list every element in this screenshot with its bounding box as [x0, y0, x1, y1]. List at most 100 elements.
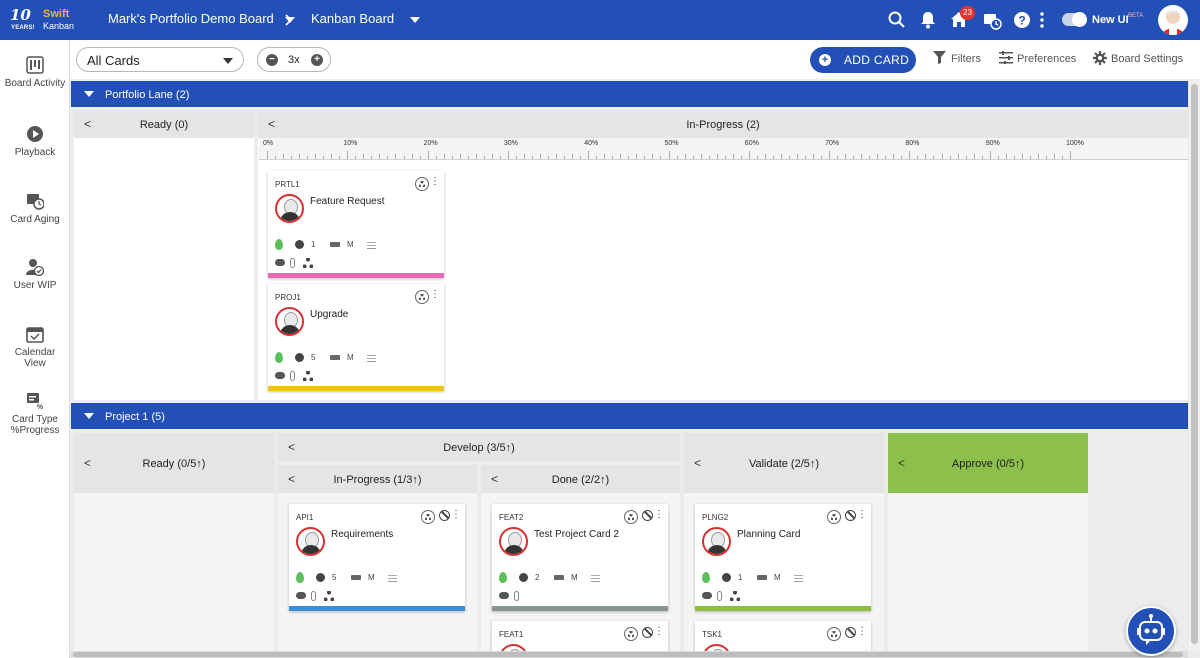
add-card-button[interactable]: + ADD CARD	[810, 47, 916, 73]
hierarchy-icon[interactable]	[624, 627, 638, 641]
column-header-develop[interactable]: < Develop (3/5↑)	[278, 433, 680, 461]
column-header-p1-ready[interactable]: < Ready (0/5↑)	[74, 433, 274, 493]
hierarchy-small-icon[interactable]	[303, 258, 313, 268]
attachment-icon[interactable]	[290, 258, 295, 268]
search-icon[interactable]	[887, 10, 907, 30]
lane-header-project1[interactable]: Project 1 (5)	[71, 403, 1188, 429]
card-assignee-avatar[interactable]	[702, 644, 731, 651]
kanban-card[interactable]: FEAT2 ⋮ Test Project Card 2 2 M	[492, 504, 668, 611]
kanban-card[interactable]: PRTL1 ⋮ Feature Request 1 M	[268, 171, 444, 278]
kanban-card[interactable]: FEAT1 ⋮	[492, 621, 668, 651]
hierarchy-small-icon[interactable]	[324, 591, 334, 601]
ruler-tick	[636, 154, 638, 159]
hierarchy-icon[interactable]	[827, 510, 841, 524]
comment-icon[interactable]	[499, 592, 509, 599]
bell-icon[interactable]	[918, 10, 938, 30]
hierarchy-icon[interactable]	[415, 177, 429, 191]
block-icon[interactable]	[845, 510, 856, 521]
sidebar-item-calendar-view[interactable]: Calendar View	[0, 325, 70, 369]
hierarchy-small-icon[interactable]	[730, 591, 740, 601]
user-avatar[interactable]	[1158, 5, 1188, 35]
comment-icon[interactable]	[296, 592, 306, 599]
view-selector[interactable]: Kanban Board	[311, 11, 420, 26]
zoom-control: − 3x +	[257, 47, 331, 72]
ruler-tick	[347, 151, 349, 159]
attachment-icon[interactable]	[290, 371, 295, 381]
card-assignee-avatar[interactable]	[296, 527, 325, 556]
column-header-p1-validate[interactable]: < Validate (2/5↑)	[684, 433, 884, 493]
kanban-card[interactable]: PLNG2 ⋮ Planning Card 1 M	[695, 504, 871, 611]
ruler-tick	[885, 156, 887, 159]
attachment-icon[interactable]	[717, 591, 722, 601]
lane-header-portfolio[interactable]: Portfolio Lane (2)	[71, 81, 1188, 107]
sidebar-item-board-activity[interactable]: Board Activity	[0, 56, 70, 89]
kanban-card[interactable]: API1 ⋮ Requirements 5 M	[289, 504, 465, 611]
scrollbar-thumb[interactable]	[1191, 84, 1198, 644]
help-icon[interactable]: ?	[1012, 10, 1032, 30]
sidebar-item-user-wip[interactable]: User WIP	[0, 258, 70, 291]
block-icon[interactable]	[845, 627, 856, 638]
clock-icon	[519, 573, 528, 582]
comment-icon[interactable]	[275, 372, 285, 379]
vertical-scrollbar[interactable]	[1189, 80, 1200, 651]
column-header-p1-done[interactable]: < Done (2/2↑)	[481, 465, 680, 493]
card-assignee-avatar[interactable]	[275, 307, 304, 336]
swift-kanban-logo[interactable]: 10 YEARS! Swift Kanban	[10, 6, 76, 34]
ruler-tick	[869, 156, 871, 159]
card-type-bar	[268, 273, 444, 278]
card-assignee-avatar[interactable]	[499, 527, 528, 556]
sidebar-item-playback[interactable]: Playback	[0, 125, 70, 158]
zoom-in-button[interactable]: +	[311, 54, 323, 66]
scrollbar-thumb[interactable]	[73, 652, 1183, 657]
attachment-icon[interactable]	[514, 591, 519, 601]
ruler-tick	[1021, 154, 1023, 159]
hierarchy-icon[interactable]	[624, 510, 638, 524]
comment-icon[interactable]	[275, 259, 285, 266]
sidebar-item-card-aging[interactable]: Card Aging	[0, 192, 70, 225]
block-icon[interactable]	[439, 510, 450, 521]
column-header-p1-in-progress[interactable]: < In-Progress (1/3↑)	[278, 465, 477, 493]
card-filter-select[interactable]: All Cards	[76, 47, 244, 72]
board-settings-button[interactable]: Board Settings	[1093, 51, 1183, 65]
preferences-button[interactable]: Preferences	[999, 51, 1076, 65]
more-vertical-icon[interactable]: ⋮	[451, 509, 461, 520]
hierarchy-small-icon[interactable]	[303, 371, 313, 381]
kanban-card[interactable]: TSK1 ⋮	[695, 621, 871, 651]
new-ui-toggle[interactable]	[1062, 12, 1087, 27]
more-vertical-icon[interactable]: ⋮	[857, 509, 867, 520]
column-header-p1-approve[interactable]: < Approve (0/5↑)	[888, 433, 1088, 493]
card-type-progress-icon: %	[27, 393, 44, 410]
help-bot-button[interactable]	[1126, 606, 1176, 656]
more-vertical-icon[interactable]: ⋮	[430, 176, 440, 187]
ruler-tick	[275, 156, 277, 159]
more-vertical-icon[interactable]	[1038, 10, 1046, 30]
user-wip-icon	[26, 259, 44, 276]
block-icon[interactable]	[642, 627, 653, 638]
block-icon[interactable]	[642, 510, 653, 521]
zoom-out-button[interactable]: −	[266, 54, 278, 66]
more-vertical-icon[interactable]: ⋮	[654, 626, 664, 637]
more-vertical-icon[interactable]: ⋮	[857, 626, 867, 637]
comment-icon[interactable]	[702, 592, 712, 599]
hierarchy-icon[interactable]	[827, 627, 841, 641]
more-vertical-icon[interactable]: ⋮	[430, 289, 440, 300]
attachment-icon[interactable]	[311, 591, 316, 601]
ruler-tick	[788, 156, 790, 159]
hierarchy-icon[interactable]	[421, 510, 435, 524]
sidebar-item-card-type-progress[interactable]: % Card Type %Progress	[0, 392, 70, 436]
ruler-tick	[660, 156, 662, 159]
card-aging-icon[interactable]	[982, 10, 1002, 30]
hierarchy-icon[interactable]	[415, 290, 429, 304]
horizontal-scrollbar[interactable]	[71, 651, 1188, 658]
board-selector[interactable]: Mark's Portfolio Demo Board	[108, 11, 296, 26]
card-assignee-avatar[interactable]	[702, 527, 731, 556]
card-size: M	[347, 353, 354, 362]
more-vertical-icon[interactable]: ⋮	[654, 509, 664, 520]
card-assignee-avatar[interactable]	[499, 644, 528, 651]
column-header-in-progress[interactable]: < In-Progress (2)	[258, 110, 1188, 138]
column-header-ready[interactable]: < Ready (0)	[74, 110, 254, 138]
filters-button[interactable]: Filters	[933, 51, 981, 65]
card-assignee-avatar[interactable]	[275, 194, 304, 223]
collapse-triangle-icon	[84, 413, 94, 419]
kanban-card[interactable]: PROJ1 ⋮ Upgrade 5 M	[268, 284, 444, 391]
